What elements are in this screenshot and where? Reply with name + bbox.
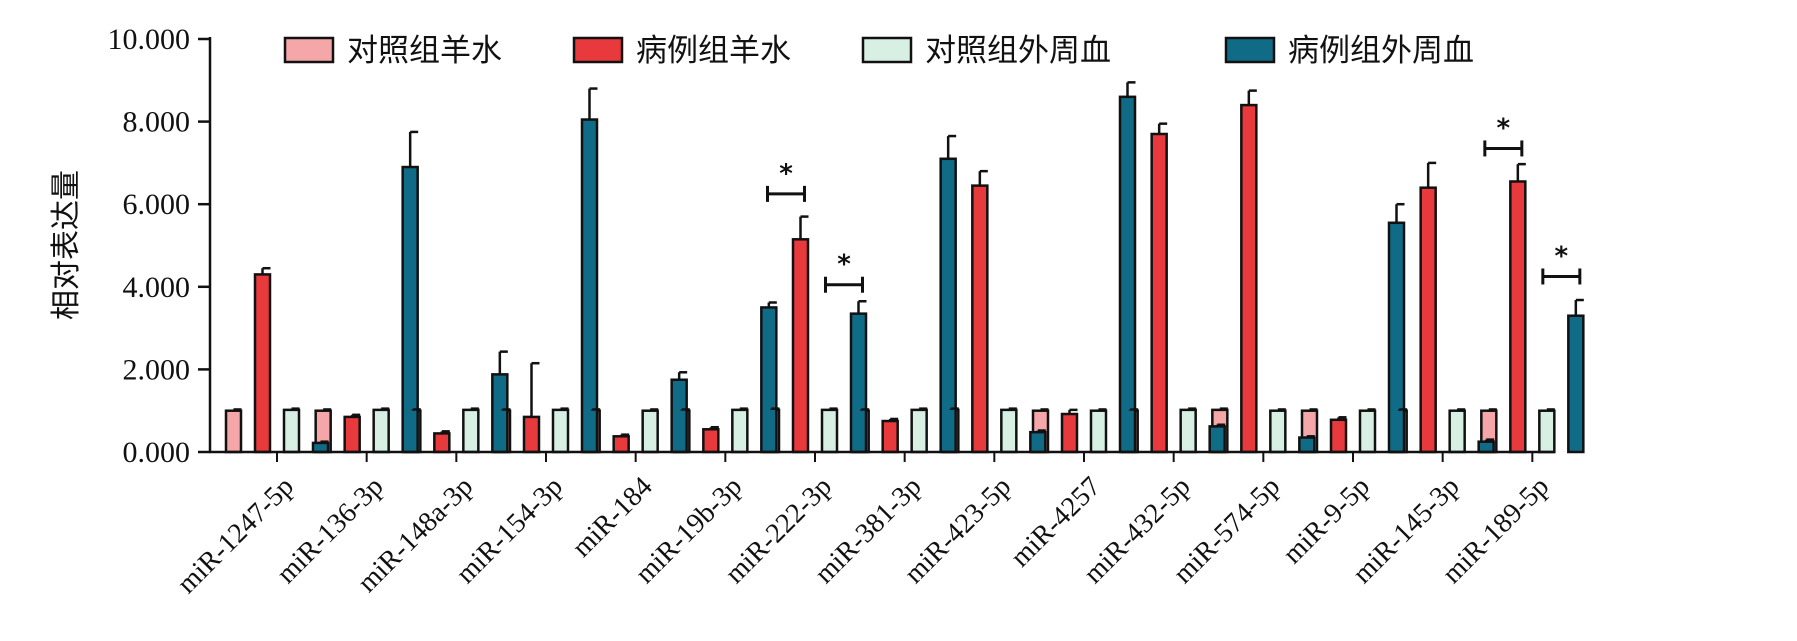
bar <box>1509 180 1527 454</box>
bar <box>791 238 810 454</box>
bar <box>1179 408 1197 454</box>
bar <box>1448 409 1466 454</box>
bar <box>1060 412 1079 454</box>
x-axis: miR-1247-5pmiR-136-3pmiR-148a-3pmiR-154-… <box>171 450 1555 600</box>
bar <box>372 408 390 454</box>
bar <box>224 409 243 454</box>
bar <box>343 415 361 454</box>
bar <box>1000 408 1018 454</box>
y-tick-label: 8.000 <box>123 106 191 139</box>
bar <box>1298 436 1316 454</box>
bar <box>971 184 989 454</box>
bar <box>641 409 659 454</box>
significance-asterisk: * <box>1555 241 1569 271</box>
bar <box>702 428 720 454</box>
bar <box>433 432 451 454</box>
legend-label: 病例组外周血 <box>1288 33 1474 69</box>
bar <box>881 419 899 454</box>
legend-label: 对照组外周血 <box>925 33 1111 69</box>
bar <box>551 408 570 454</box>
legend-swatch <box>861 36 913 64</box>
bar <box>1567 314 1585 454</box>
y-tick-label: 6.000 <box>123 188 191 221</box>
bar <box>1208 425 1226 454</box>
significance-asterisk: * <box>779 159 793 189</box>
y-axis: 0.000 2.000 4.000 6.000 8.000 10.000 <box>108 23 212 469</box>
bar <box>282 408 301 454</box>
bar <box>580 118 599 454</box>
bar <box>820 408 839 454</box>
legend-swatch <box>1224 36 1276 64</box>
y-tick-label: 2.000 <box>123 353 191 386</box>
y-tick-label: 0.000 <box>123 436 191 469</box>
legend-swatch <box>572 36 624 64</box>
x-category-label: miR-184 <box>566 471 658 563</box>
bar <box>1150 132 1168 454</box>
significance-markers: * * * * <box>766 113 1582 293</box>
bar <box>522 415 541 454</box>
bar <box>1029 430 1047 454</box>
bar <box>849 312 868 454</box>
bar <box>1358 409 1377 454</box>
legend-swatch <box>283 36 335 64</box>
y-axis-label: 相对表达量 <box>49 170 84 320</box>
error-bars <box>232 81 1584 443</box>
bar <box>1240 103 1258 454</box>
bar <box>1269 409 1287 454</box>
bar <box>462 408 480 454</box>
bar <box>1387 221 1406 454</box>
y-tick-label: 10.000 <box>108 23 191 56</box>
bar <box>910 408 928 454</box>
bar <box>760 306 778 454</box>
bar <box>1419 186 1437 454</box>
legend-label: 对照组羊水 <box>347 33 502 69</box>
significance-asterisk: * <box>1497 113 1511 143</box>
x-category-label: miR-1247-5p <box>171 471 300 600</box>
bar <box>1089 409 1108 454</box>
y-tick-label: 4.000 <box>123 271 191 304</box>
bar <box>670 378 688 454</box>
bars <box>224 95 1585 454</box>
legend: 对照组羊水 病例组羊水 对照组外周血 病例组外周血 <box>283 33 1474 69</box>
bar <box>1538 409 1556 454</box>
bar <box>1118 95 1137 454</box>
bar <box>1477 440 1495 454</box>
bar <box>612 435 630 454</box>
bar <box>311 441 330 454</box>
bar <box>1329 418 1348 454</box>
legend-label: 病例组羊水 <box>636 33 791 69</box>
significance-asterisk: * <box>837 250 851 280</box>
bar <box>253 273 272 454</box>
bar <box>731 408 749 454</box>
bar <box>491 373 509 454</box>
